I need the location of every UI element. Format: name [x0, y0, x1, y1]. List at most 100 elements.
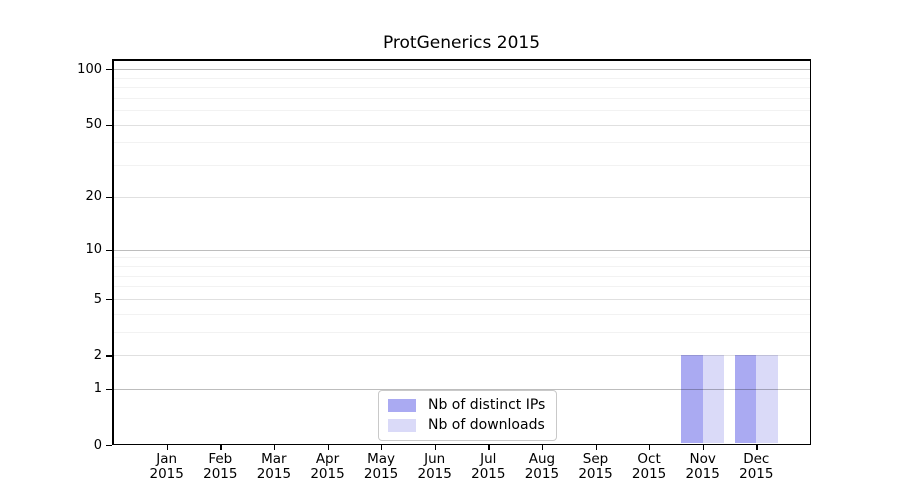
y-tick-mark	[106, 69, 112, 71]
y-tick-label: 100	[77, 61, 102, 77]
y-tick-mark	[106, 388, 112, 390]
legend-label: Nb of downloads	[428, 417, 545, 433]
x-tick-month: Jul	[480, 451, 497, 467]
x-tick-mark	[434, 445, 436, 450]
x-tick-label: Jun 2015	[403, 452, 467, 482]
x-tick-label: Sep 2015	[564, 452, 628, 482]
gridline	[113, 286, 810, 288]
legend: Nb of distinct IPs Nb of downloads	[378, 390, 558, 441]
x-tick-label: Nov 2015	[671, 452, 735, 482]
x-tick-year: 2015	[631, 466, 667, 482]
x-tick-label: Jan 2015	[135, 452, 199, 482]
gridline	[113, 165, 810, 167]
x-tick-mark	[756, 445, 758, 450]
y-tick-mark	[106, 355, 112, 357]
x-tick-year: 2015	[149, 466, 184, 482]
axis-spine-right	[809, 59, 811, 445]
gridline	[113, 124, 810, 126]
x-tick-month: Oct	[637, 451, 661, 467]
axis-spine-bottom	[112, 443, 811, 445]
y-tick-mark	[106, 445, 112, 447]
x-tick-year: 2015	[256, 466, 292, 482]
x-tick-year: 2015	[310, 466, 345, 482]
y-tick-label: 50	[85, 117, 102, 133]
gridline	[113, 249, 810, 251]
y-tick-label: 1	[93, 381, 102, 397]
x-tick-year: 2015	[578, 466, 613, 482]
x-tick-mark	[220, 445, 222, 450]
axis-spine-left	[112, 59, 114, 445]
x-tick-month: Jun	[424, 451, 446, 467]
axis-spine-top	[112, 59, 811, 61]
x-tick-mark	[381, 445, 383, 450]
x-tick-mark	[327, 445, 329, 450]
legend-label: Nb of distinct IPs	[428, 397, 546, 413]
gridline	[113, 69, 810, 70]
legend-item-downloads: Nb of downloads	[388, 418, 545, 433]
distinct-ips-swatch-icon	[388, 399, 416, 412]
x-tick-year: 2015	[363, 466, 399, 482]
y-tick-label: 2	[93, 347, 102, 363]
x-tick-year: 2015	[739, 466, 774, 482]
x-tick-mark	[488, 445, 490, 450]
x-tick-label: Mar 2015	[242, 452, 306, 482]
chart-title: ProtGenerics 2015	[382, 33, 541, 53]
y-tick-label: 10	[85, 242, 102, 258]
y-tick-mark	[106, 196, 112, 199]
x-tick-month: Apr	[315, 451, 340, 467]
bar	[756, 355, 778, 444]
x-tick-month: May	[367, 451, 396, 467]
gridline	[113, 299, 810, 301]
downloads-swatch-icon	[388, 419, 416, 432]
x-tick-month: Nov	[689, 451, 716, 467]
gridline	[113, 313, 810, 315]
x-tick-mark	[649, 445, 651, 450]
y-tick-mark	[106, 299, 112, 301]
x-tick-mark	[541, 445, 544, 450]
gridline	[113, 275, 810, 277]
x-tick-year: 2015	[524, 466, 560, 482]
x-tick-label: May 2015	[349, 452, 413, 482]
x-tick-label: Dec 2015	[724, 452, 788, 482]
y-tick-label: 5	[93, 291, 102, 307]
x-tick-year: 2015	[685, 466, 720, 482]
x-tick-month: Jan	[156, 451, 178, 467]
bar	[734, 355, 757, 444]
x-tick-label: Aug 2015	[510, 452, 574, 482]
x-tick-label: Oct 2015	[617, 452, 681, 482]
x-tick-month: Dec	[743, 451, 770, 467]
x-tick-label: Apr 2015	[296, 452, 360, 482]
x-tick-mark	[166, 445, 168, 450]
y-tick-label: 20	[85, 189, 102, 205]
gridline	[113, 257, 810, 259]
gridline	[113, 86, 810, 88]
x-tick-year: 2015	[471, 466, 506, 482]
gridline	[113, 110, 810, 112]
x-tick-year: 2015	[203, 466, 238, 482]
gridline	[113, 77, 810, 79]
x-tick-month: Feb	[208, 451, 233, 467]
gridline	[113, 388, 810, 390]
legend-item-distinct-ips: Nb of distinct IPs	[388, 398, 545, 413]
x-tick-month: Aug	[528, 451, 556, 467]
x-tick-mark	[702, 445, 704, 450]
bar	[702, 355, 725, 444]
gridline	[113, 355, 810, 357]
gridline	[113, 97, 810, 99]
x-tick-label: Feb 2015	[188, 452, 252, 482]
x-tick-month: Mar	[261, 451, 287, 467]
x-tick-month: Sep	[582, 451, 609, 467]
x-tick-year: 2015	[417, 466, 452, 482]
gridline	[113, 332, 810, 334]
y-tick-mark	[106, 124, 112, 126]
bar	[681, 355, 703, 444]
y-tick-label: 0	[93, 437, 102, 453]
gridline	[113, 265, 810, 267]
y-tick-mark	[106, 249, 112, 251]
gridline	[113, 196, 810, 198]
x-tick-label: Jul 2015	[456, 452, 520, 482]
x-tick-mark	[595, 445, 597, 450]
x-tick-mark	[273, 445, 276, 450]
gridline	[113, 142, 810, 144]
